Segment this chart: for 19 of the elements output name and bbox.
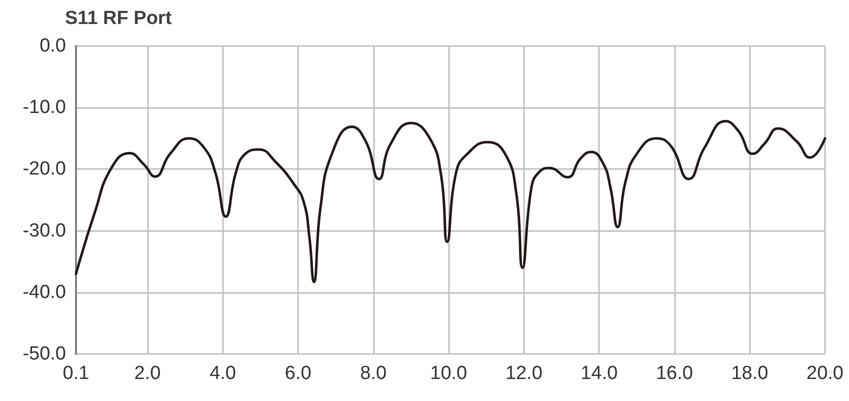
y-tick-label: -50.0 bbox=[22, 344, 66, 364]
x-tick-label: 0.1 bbox=[62, 363, 90, 384]
x-tick-label: 18.0 bbox=[731, 363, 768, 384]
x-tick-label: 6.0 bbox=[284, 363, 312, 384]
line-series bbox=[74, 120, 826, 284]
x-tick-label: 10.0 bbox=[430, 363, 468, 384]
x-tick-label: 4.0 bbox=[210, 363, 236, 384]
x-tick-label: 14.0 bbox=[580, 363, 618, 384]
x-tick-label: 16.0 bbox=[656, 363, 693, 384]
x-tick-label: 12.0 bbox=[505, 363, 542, 384]
y-tick-label: 0.0 bbox=[40, 36, 66, 56]
y-tick-label: -10.0 bbox=[22, 97, 66, 118]
y-tick-label: -20.0 bbox=[22, 158, 66, 180]
x-tick-label: 2.0 bbox=[134, 363, 161, 384]
y-tick-label: -30.0 bbox=[22, 220, 66, 242]
chart-title: S11 RF Port bbox=[65, 8, 172, 29]
x-tick-label: 20.0 bbox=[806, 363, 844, 384]
x-tick-label: 8.0 bbox=[360, 363, 387, 384]
y-tick-label: -40.0 bbox=[22, 282, 66, 303]
